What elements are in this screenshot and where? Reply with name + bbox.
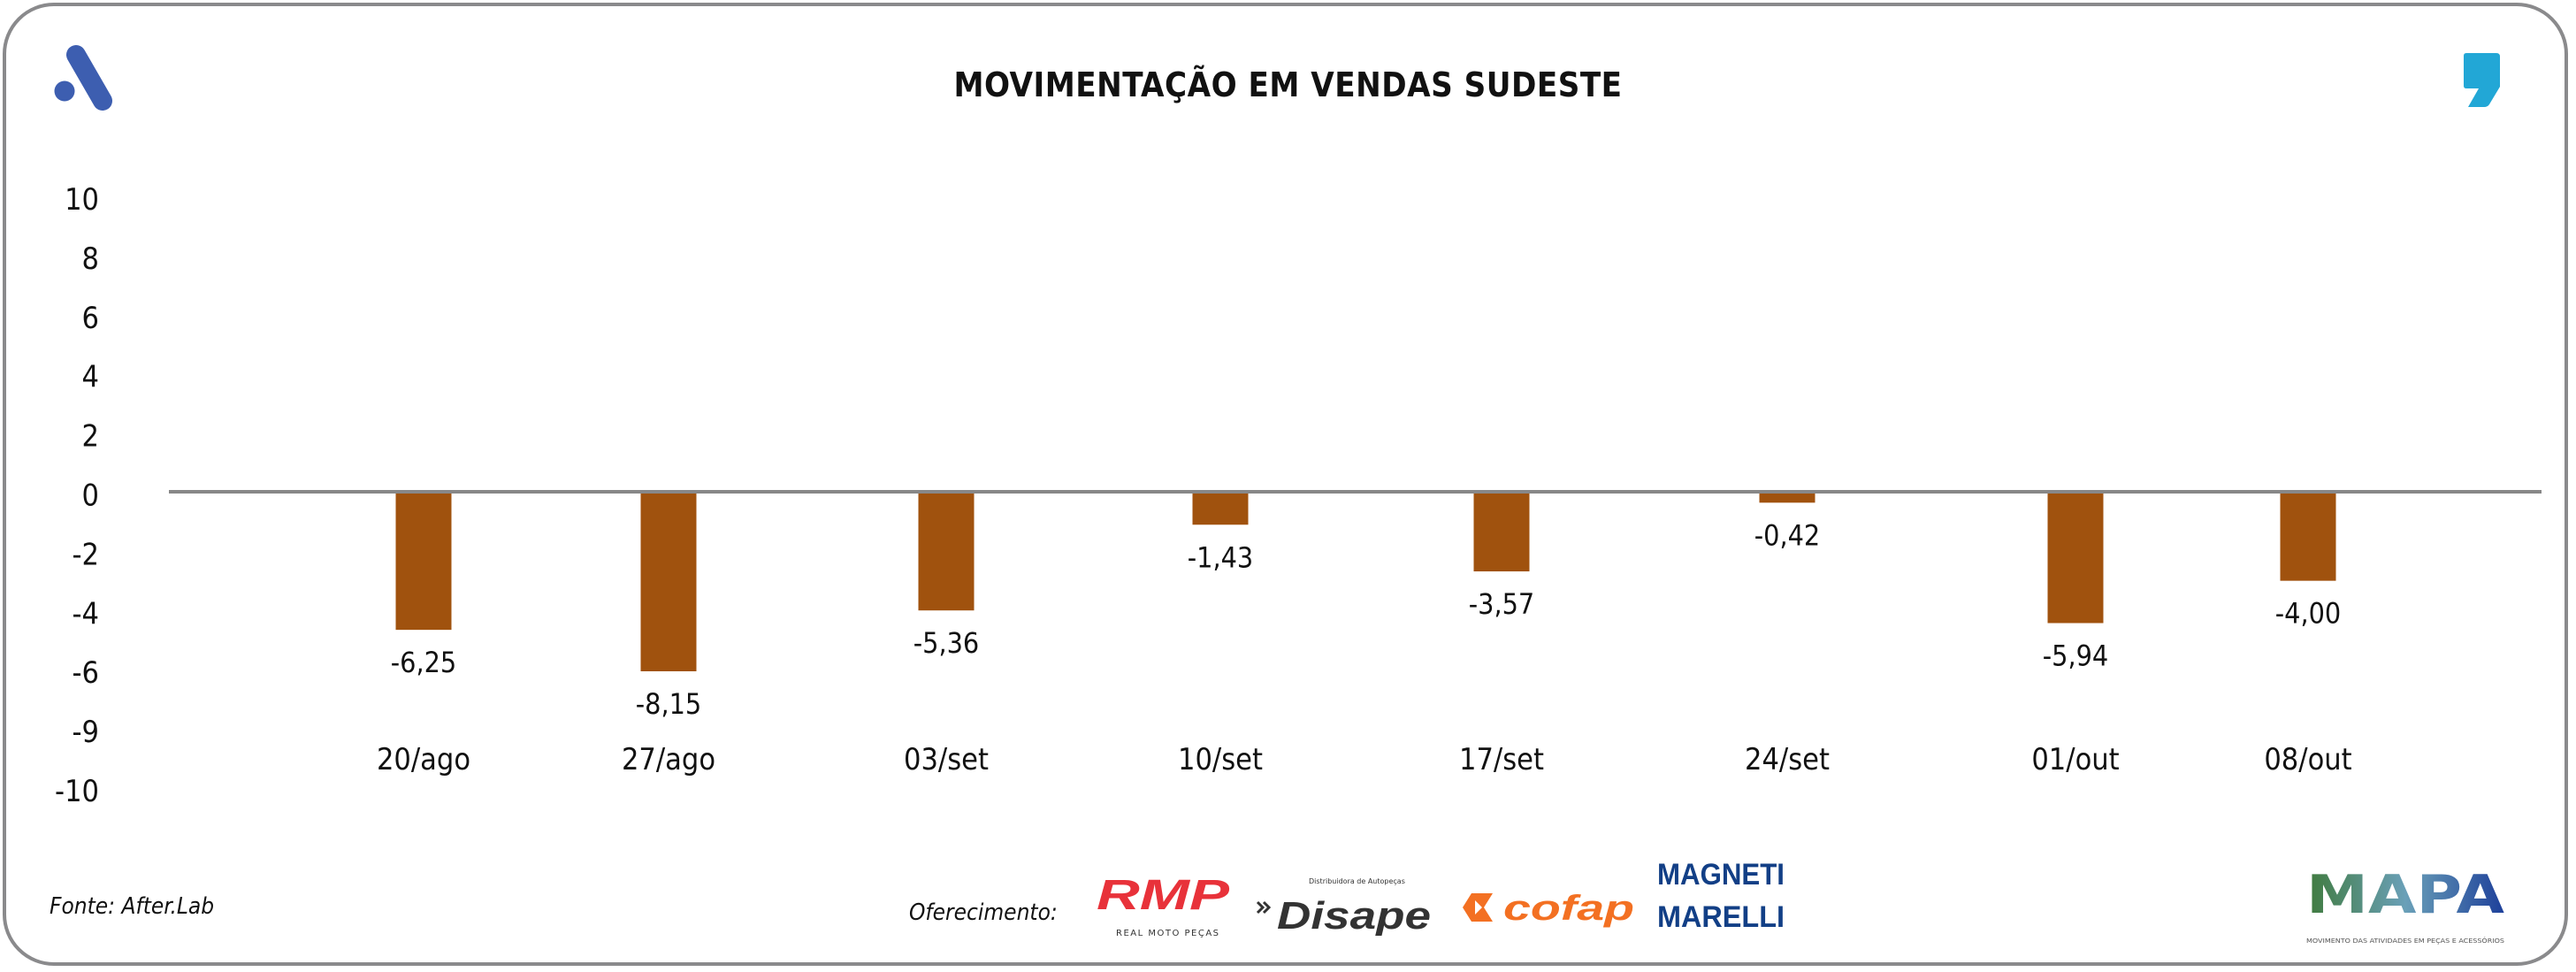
data-label: -3,57 — [1469, 587, 1534, 621]
x-category-label: 08/out — [2264, 742, 2351, 777]
y-tick-label: -2 — [73, 537, 100, 572]
mapa-tagline: MOVIMENTO DAS ATIVIDADES EM PEÇAS E ACES… — [2306, 937, 2505, 945]
y-tick-label: 6 — [82, 301, 99, 336]
magneti-text: MAGNETI — [1657, 858, 1785, 892]
data-label: -5,36 — [913, 626, 979, 660]
source-note: Fonte: After.Lab — [50, 893, 215, 920]
x-category-label: 27/ago — [622, 742, 715, 777]
bar-08/out — [2280, 494, 2336, 581]
rmp-logo-text: RMP — [1097, 872, 1230, 919]
rmp-tagline: REAL MOTO PEÇAS — [1116, 929, 1220, 938]
sponsor-label: Oferecimento: — [909, 899, 1058, 926]
y-tick-label: -10 — [55, 774, 99, 809]
disape-chevrons-icon — [1256, 900, 1272, 915]
bar-01/out — [2047, 494, 2104, 624]
data-label: -5,94 — [2043, 639, 2108, 672]
data-label: -6,25 — [391, 646, 456, 679]
cofap-logo-text: cofap — [1503, 889, 1634, 928]
bar-27/ago — [640, 494, 697, 671]
chart-title: MOVIMENTAÇÃO EM VENDAS SUDESTE — [953, 65, 1623, 104]
bar-03/set — [918, 494, 975, 611]
disape-logo: Distribuidora de Autopeças Disape — [1256, 877, 1431, 936]
y-tick-label: -4 — [73, 596, 100, 631]
mapa-logo: MAPA MOVIMENTO DAS ATIVIDADES EM PEÇAS E… — [2306, 865, 2505, 945]
x-category-label: 24/set — [1745, 742, 1830, 777]
cofap-logo: cofap — [1463, 889, 1634, 928]
y-tick-label: 10 — [65, 182, 99, 218]
x-category-label: 03/set — [904, 742, 989, 777]
y-tick-label: 8 — [82, 241, 99, 277]
x-category-label: 17/set — [1459, 742, 1544, 777]
y-tick-label: -9 — [73, 715, 100, 750]
rmp-logo: RMP REAL MOTO PEÇAS — [1097, 872, 1230, 938]
bar-20/ago — [395, 494, 452, 631]
y-tick-label: 4 — [82, 360, 99, 395]
data-label: -0,42 — [1754, 518, 1820, 552]
bar-17/set — [1473, 494, 1530, 572]
data-label: -1,43 — [1188, 540, 1253, 574]
comma-logo-icon — [2464, 53, 2500, 107]
x-category-label: 01/out — [2031, 742, 2119, 777]
x-category-label: 10/set — [1178, 742, 1263, 777]
disape-logo-text: Disape — [1277, 894, 1431, 936]
magneti-marelli-logo: MAGNETI MARELLI — [1657, 858, 1785, 934]
y-tick-label: 2 — [82, 419, 99, 455]
after-lab-logo-icon — [54, 45, 112, 111]
bar-10/set — [1192, 494, 1249, 525]
x-category-label: 20/ago — [377, 742, 470, 777]
y-tick-label: -6 — [73, 655, 100, 691]
y-tick-label: 0 — [82, 478, 99, 514]
data-label: -4,00 — [2275, 597, 2341, 631]
chart-frame — [3, 3, 2568, 966]
data-label: -8,15 — [636, 687, 701, 721]
bar-24/set — [1759, 494, 1815, 503]
mapa-text: MAPA — [2306, 865, 2505, 926]
marelli-text: MARELLI — [1657, 900, 1785, 934]
disape-tagline: Distribuidora de Autopeças — [1309, 877, 1405, 885]
